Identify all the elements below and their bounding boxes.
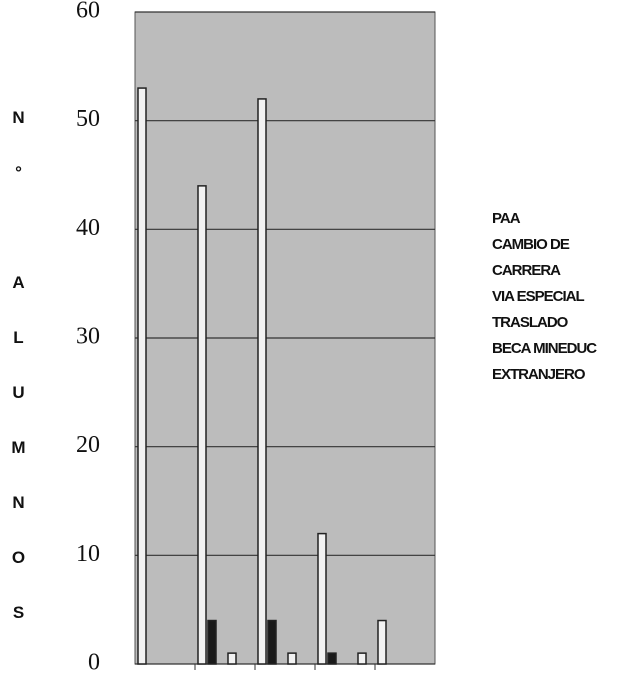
y-axis-label: N° ALUMNOS	[9, 108, 28, 658]
y-tick-label: 10	[76, 541, 100, 567]
legend-entry: BECA MINEDUC	[492, 340, 597, 357]
bar	[287, 652, 297, 665]
y-tick-label: 0	[88, 650, 100, 674]
y-tick-label: 40	[76, 215, 100, 241]
bar	[227, 652, 237, 665]
y-tick-label: 30	[76, 324, 100, 350]
y-tick-label: 60	[76, 0, 100, 24]
legend-entry: PAA	[492, 210, 521, 227]
bar	[197, 185, 207, 665]
bar	[357, 652, 367, 665]
legend-entry: CAMBIO DE CARRERA	[492, 236, 570, 279]
y-tick-label: 20	[76, 432, 100, 458]
bar	[207, 619, 217, 665]
bar	[137, 87, 147, 665]
bar	[257, 98, 267, 665]
legend-entry: VIA ESPECIAL	[492, 288, 585, 305]
y-tick-label: 50	[76, 106, 100, 132]
legend-entry: EXTRANJERO	[492, 366, 586, 383]
legend-entry: TRASLADO	[492, 314, 568, 331]
bar	[327, 652, 337, 665]
legend: PAA CAMBIO DE CARRERA VIA ESPECIAL TRASLADO…	[492, 206, 624, 388]
bar	[267, 619, 277, 665]
bar	[377, 619, 387, 665]
bar	[317, 532, 327, 665]
